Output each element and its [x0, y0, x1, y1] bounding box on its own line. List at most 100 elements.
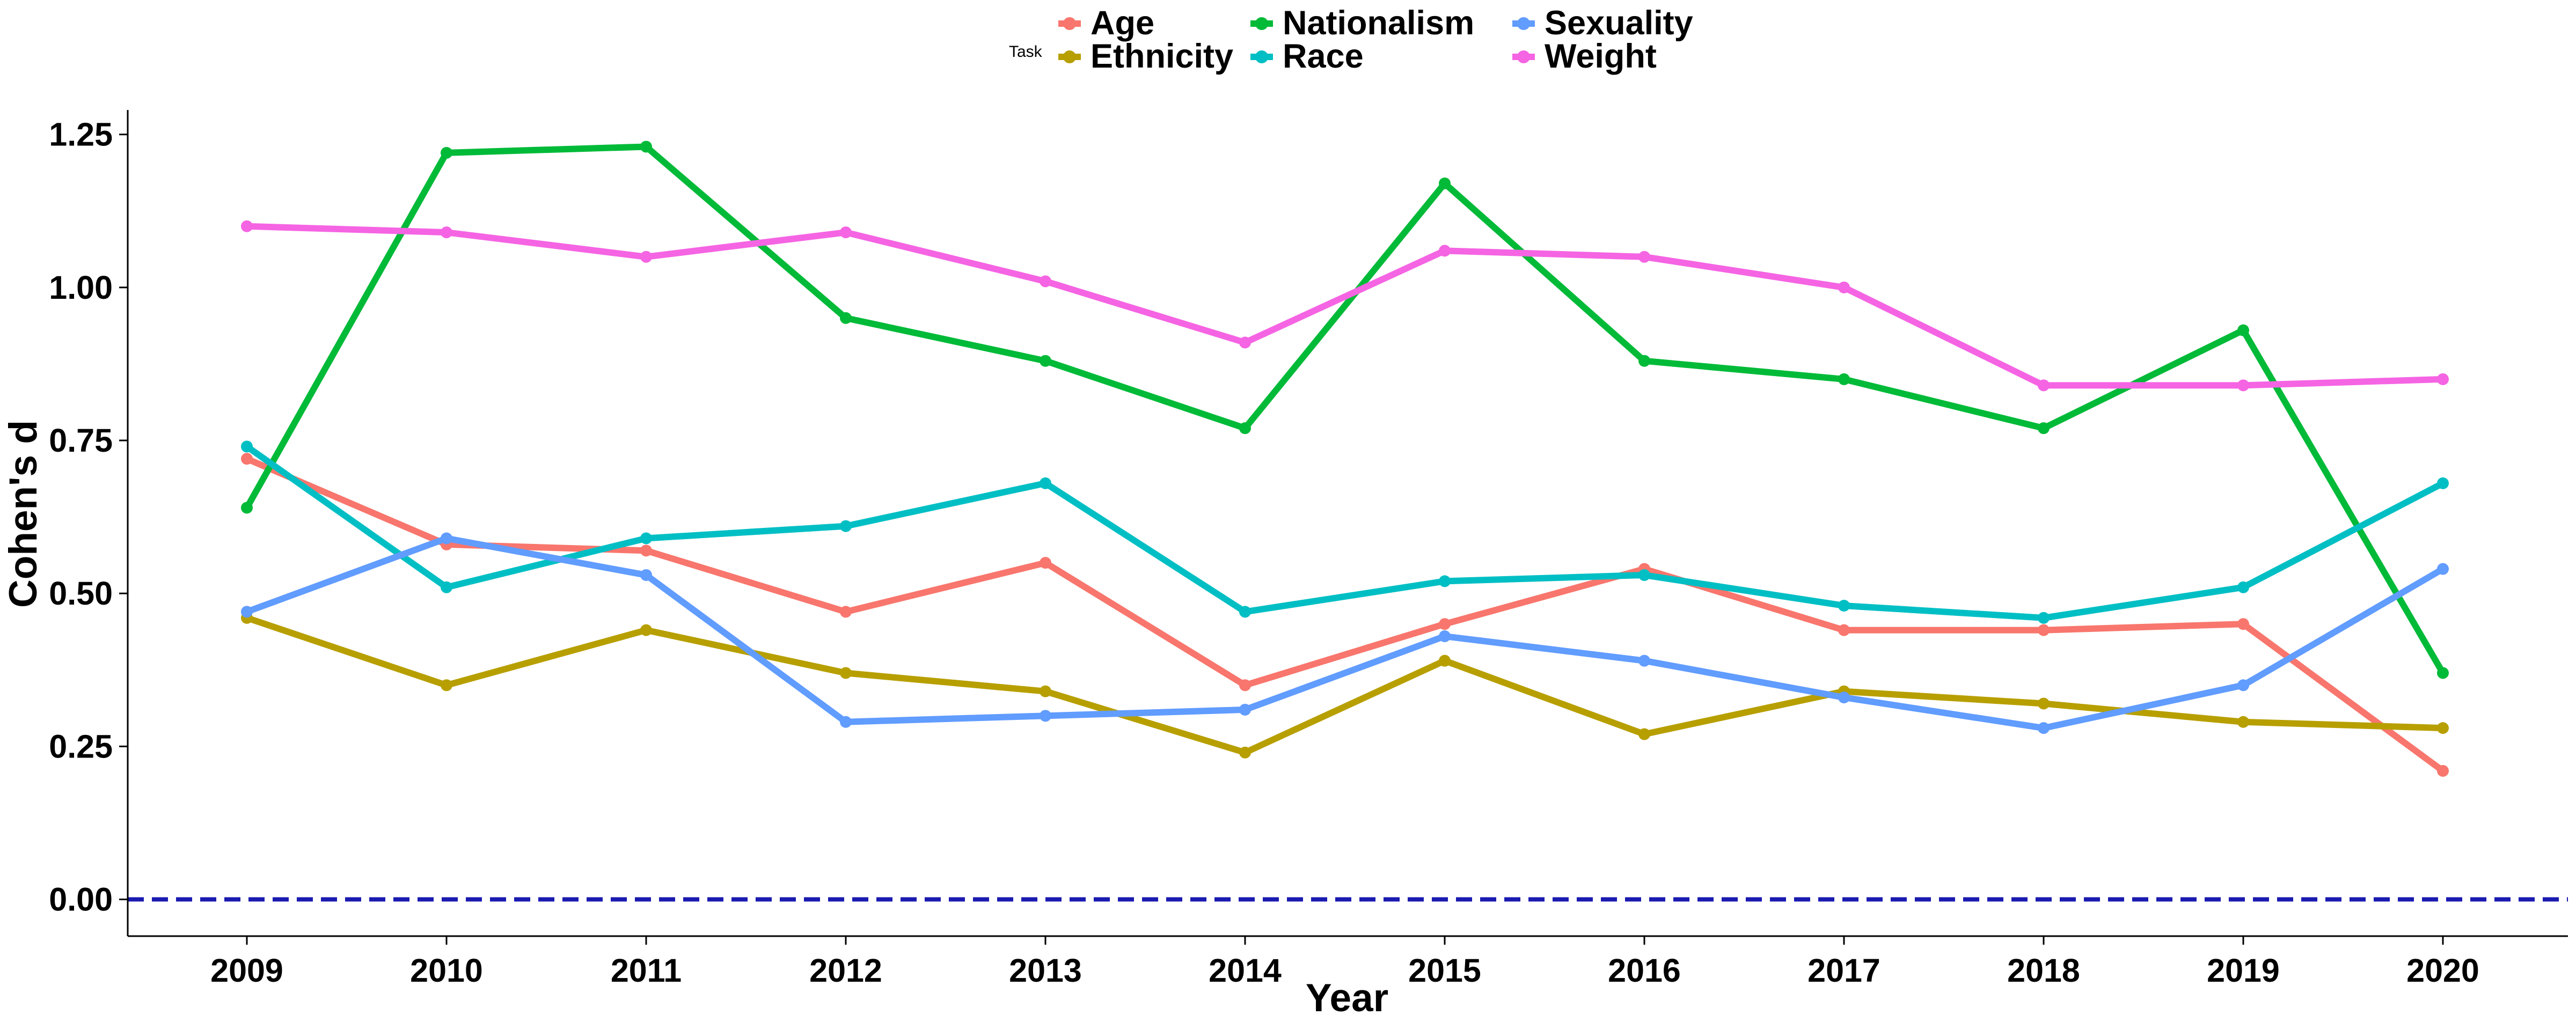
data-point-nationalism	[1239, 422, 1251, 435]
legend-label: Weight	[1545, 38, 1657, 75]
series-line-sexuality	[244, 535, 2446, 732]
y-tick-label: 0.25	[49, 728, 113, 764]
data-point-nationalism	[1040, 355, 1051, 367]
data-point-sexuality	[640, 569, 652, 581]
data-point-weight	[441, 226, 452, 239]
data-point-sexuality	[441, 532, 452, 545]
data-point-age	[2237, 618, 2249, 630]
data-point-nationalism	[441, 146, 452, 159]
legend-title: Task	[1009, 43, 1043, 61]
data-point-nationalism	[2038, 422, 2050, 435]
y-tick-label: 0.00	[49, 881, 113, 918]
data-point-race	[640, 532, 652, 545]
plot-area	[128, 141, 2568, 902]
data-point-weight	[241, 220, 253, 232]
data-point-ethnicity	[441, 679, 452, 691]
series-race	[241, 440, 2449, 624]
data-point-ethnicity	[840, 667, 852, 679]
axes: 0.00 0.25 0.50 0.75 1.00 1.25 2009 2010 2011 2012…	[49, 110, 2568, 989]
x-tick-label: 2009	[210, 952, 283, 989]
series-line-ethnicity	[244, 614, 2446, 756]
data-point-ethnicity	[2437, 722, 2449, 734]
legend-key-point	[1517, 17, 1530, 30]
series-nationalism	[241, 141, 2449, 679]
data-point-ethnicity	[2038, 697, 2050, 710]
data-point-nationalism	[840, 312, 852, 324]
data-point-age	[241, 453, 253, 465]
data-point-weight	[1040, 275, 1051, 288]
data-point-weight	[1838, 281, 1850, 293]
x-tick-label: 2016	[1608, 952, 1681, 989]
series-sexuality	[241, 532, 2449, 734]
y-tick-label: 0.75	[49, 422, 113, 459]
y-tick-label: 1.00	[49, 269, 113, 306]
x-tick-label: 2010	[410, 952, 483, 989]
data-point-weight	[640, 251, 652, 263]
data-point-age	[1040, 557, 1051, 569]
legend-key-point	[1517, 50, 1530, 63]
data-point-nationalism	[640, 141, 652, 153]
data-point-race	[2237, 581, 2249, 593]
data-point-nationalism	[1638, 355, 1650, 367]
data-point-age	[2437, 765, 2449, 777]
data-point-nationalism	[1439, 177, 1451, 189]
data-point-age	[1838, 624, 1850, 636]
data-point-sexuality	[1638, 654, 1650, 667]
data-point-age	[1439, 618, 1451, 630]
series-ethnicity	[241, 612, 2449, 759]
data-point-sexuality	[2038, 722, 2050, 734]
data-point-race	[1638, 569, 1650, 581]
data-point-age	[640, 545, 652, 557]
data-point-sexuality	[1239, 703, 1251, 716]
legend-label: Sexuality	[1545, 4, 1693, 42]
data-point-weight	[1638, 251, 1650, 263]
data-point-sexuality	[241, 606, 253, 618]
data-point-sexuality	[840, 716, 852, 728]
x-axis-title: Year	[1306, 976, 1388, 1020]
data-point-race	[1439, 575, 1451, 587]
data-point-weight	[1439, 245, 1451, 257]
legend-item-race: Race	[1250, 38, 1364, 75]
legend-item-weight: Weight	[1512, 38, 1657, 75]
y-axis-title: Cohen's d	[2, 420, 45, 608]
data-point-weight	[2237, 379, 2249, 392]
data-point-race	[2437, 477, 2449, 489]
legend-item-nationalism: Nationalism	[1250, 4, 1474, 42]
data-point-sexuality	[1040, 710, 1051, 722]
data-point-race	[241, 440, 253, 453]
series-line-race	[244, 443, 2446, 621]
legend-key-point	[1063, 17, 1076, 30]
legend-item-age: Age	[1058, 4, 1154, 42]
data-point-race	[1239, 606, 1251, 618]
y-tick-label: 0.50	[49, 575, 113, 612]
legend-label: Ethnicity	[1091, 38, 1233, 75]
data-point-nationalism	[1838, 373, 1850, 385]
data-point-weight	[840, 226, 852, 239]
data-point-weight	[2038, 379, 2050, 392]
series-line-age	[244, 455, 2446, 774]
data-point-weight	[2437, 373, 2449, 385]
data-point-race	[441, 581, 452, 593]
data-point-nationalism	[2437, 667, 2449, 679]
legend-label: Age	[1091, 4, 1154, 42]
data-point-age	[840, 606, 852, 618]
x-tick-label: 2011	[611, 952, 682, 989]
legend-item-ethnicity: Ethnicity	[1058, 38, 1233, 75]
data-point-ethnicity	[640, 624, 652, 636]
x-tick-label: 2019	[2207, 952, 2280, 989]
legend-key-point	[1255, 50, 1268, 63]
data-point-nationalism	[2237, 324, 2249, 336]
data-point-race	[840, 520, 852, 532]
data-point-ethnicity	[1638, 728, 1650, 740]
data-point-ethnicity	[1239, 746, 1251, 759]
x-tick-label: 2015	[1408, 952, 1481, 989]
data-point-ethnicity	[1439, 654, 1451, 667]
data-point-race	[1838, 600, 1850, 612]
x-tick-label: 2012	[809, 952, 882, 989]
data-point-sexuality	[1838, 691, 1850, 704]
x-tick-label: 2017	[1807, 952, 1880, 989]
data-point-sexuality	[2437, 563, 2449, 575]
data-point-sexuality	[1439, 630, 1451, 643]
